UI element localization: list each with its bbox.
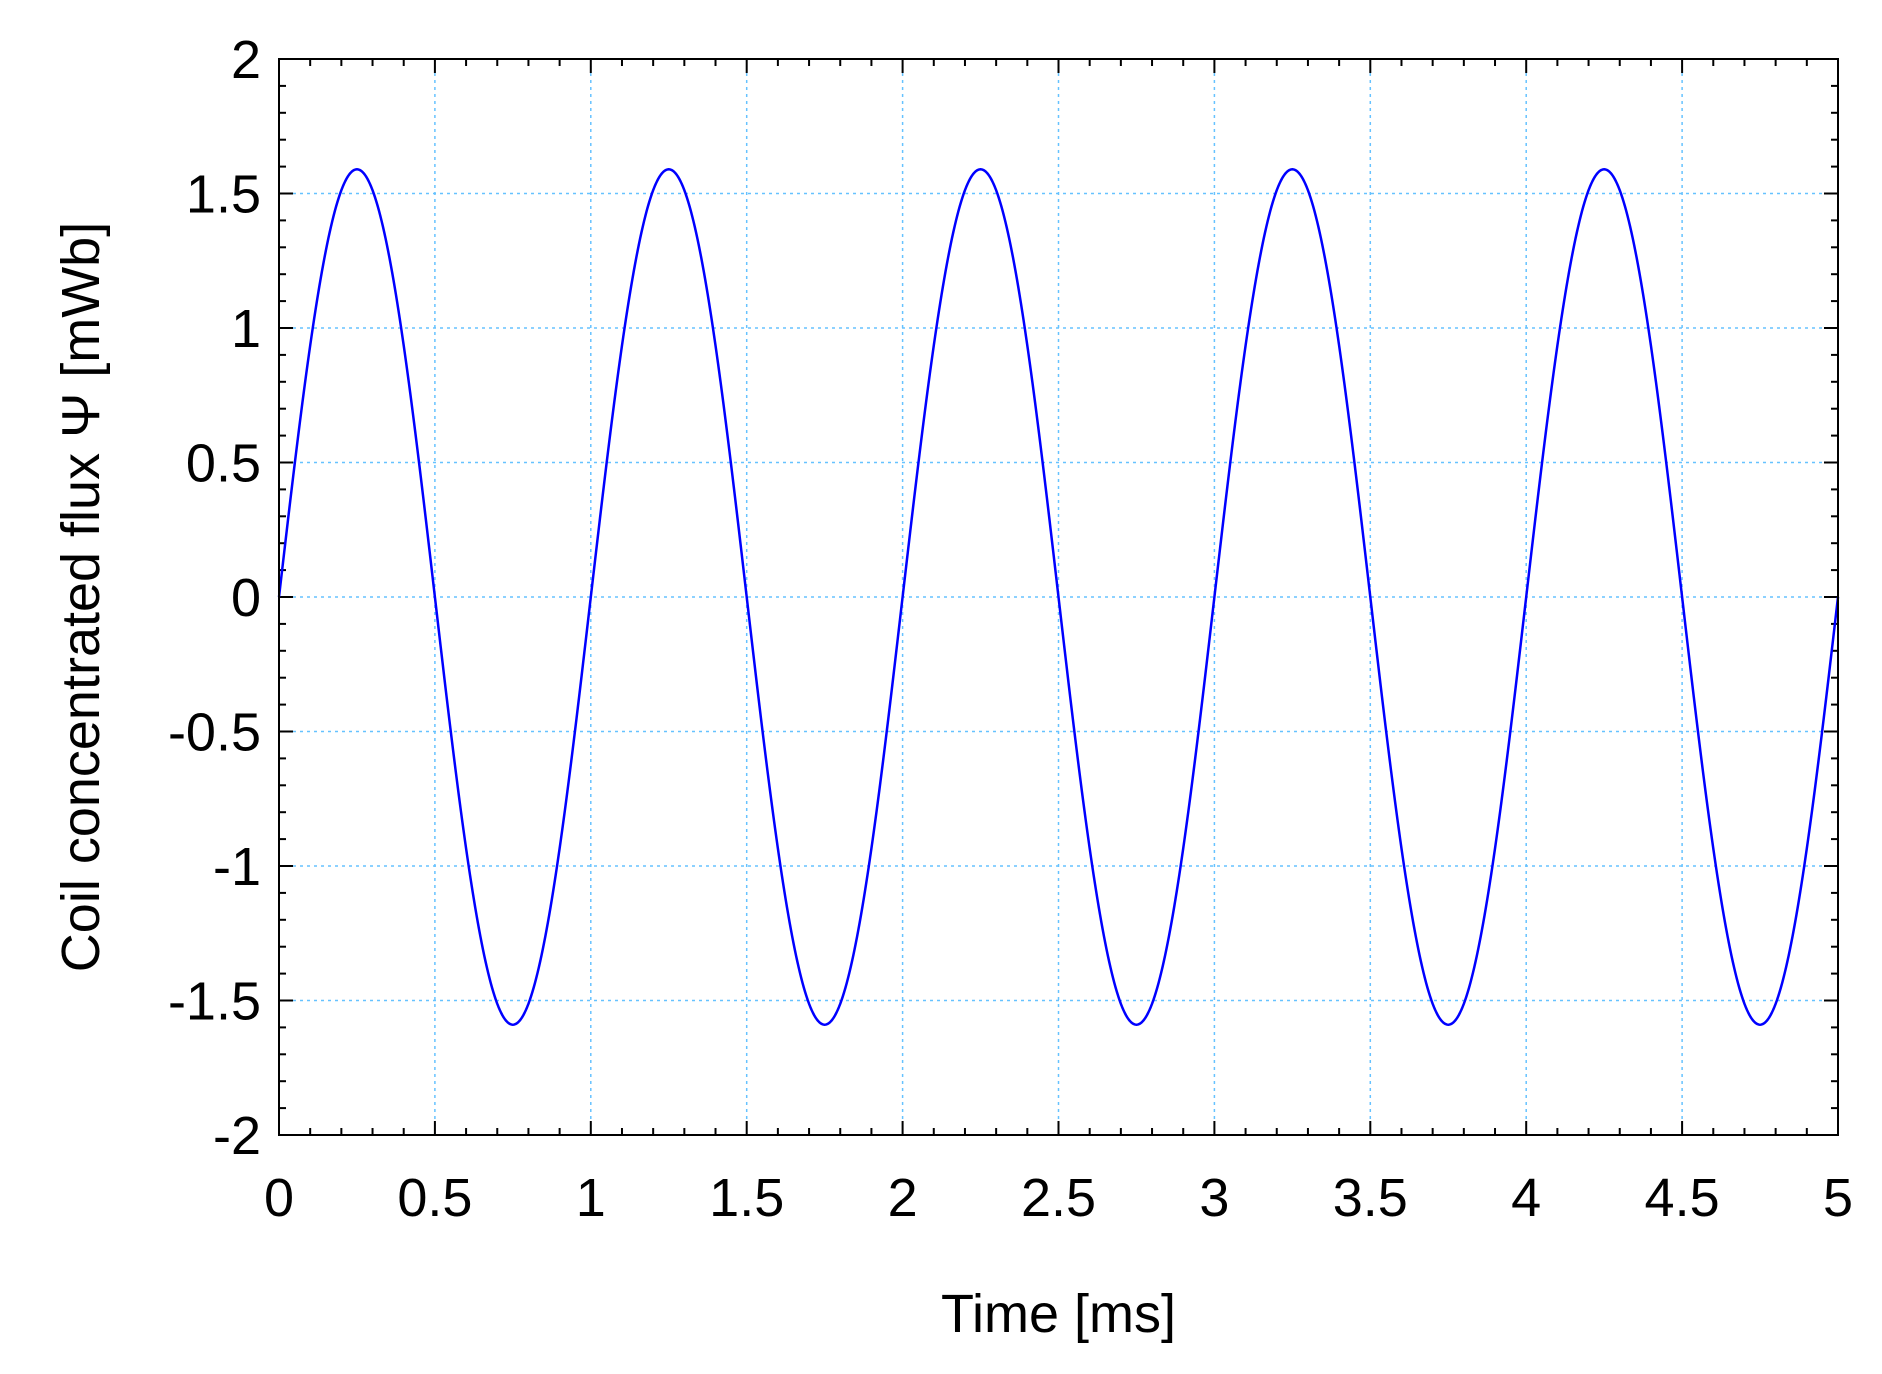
x-tick-labels: 0 0.5 1 1.5 2 2.5 3 3.5 4 4.5 5 — [264, 1168, 1853, 1228]
y-tick-labels: 2 1.5 1 0.5 0 -0.5 -1 -1.5 -2 — [168, 30, 261, 1166]
flux-series-line — [277, 168, 1840, 1026]
x-tick-label: 1 — [576, 1168, 606, 1228]
y-tick-label: 1 — [231, 299, 261, 359]
y-tick-label: -1 — [213, 837, 261, 897]
plot-frame — [278, 58, 1839, 1136]
x-axis-title: Time [ms] — [941, 1284, 1176, 1344]
x-tick-label: 4.5 — [1645, 1168, 1720, 1228]
y-tick-label: 0.5 — [186, 434, 261, 494]
x-tick-label: 2 — [888, 1168, 918, 1228]
y-tick-label: 1.5 — [186, 165, 261, 225]
x-tick-label: 0.5 — [397, 1168, 472, 1228]
y-tick-label: 2 — [231, 30, 261, 90]
y-tick-label: -1.5 — [168, 972, 261, 1032]
y-axis-title: Coil concentrated flux Ψ [mWb] — [51, 222, 111, 972]
series-layer — [277, 168, 1840, 1026]
x-tick-label: 3 — [1199, 1168, 1229, 1228]
y-tick-label: -0.5 — [168, 703, 261, 763]
y-tick-label: -2 — [213, 1106, 261, 1166]
x-tick-label: 4 — [1511, 1168, 1541, 1228]
x-tick-label: 1.5 — [709, 1168, 784, 1228]
x-tick-label: 2.5 — [1021, 1168, 1096, 1228]
x-tick-label: 3.5 — [1333, 1168, 1408, 1228]
y-tick-label: 0 — [231, 568, 261, 628]
x-tick-label: 0 — [264, 1168, 294, 1228]
x-tick-label: 5 — [1823, 1168, 1853, 1228]
